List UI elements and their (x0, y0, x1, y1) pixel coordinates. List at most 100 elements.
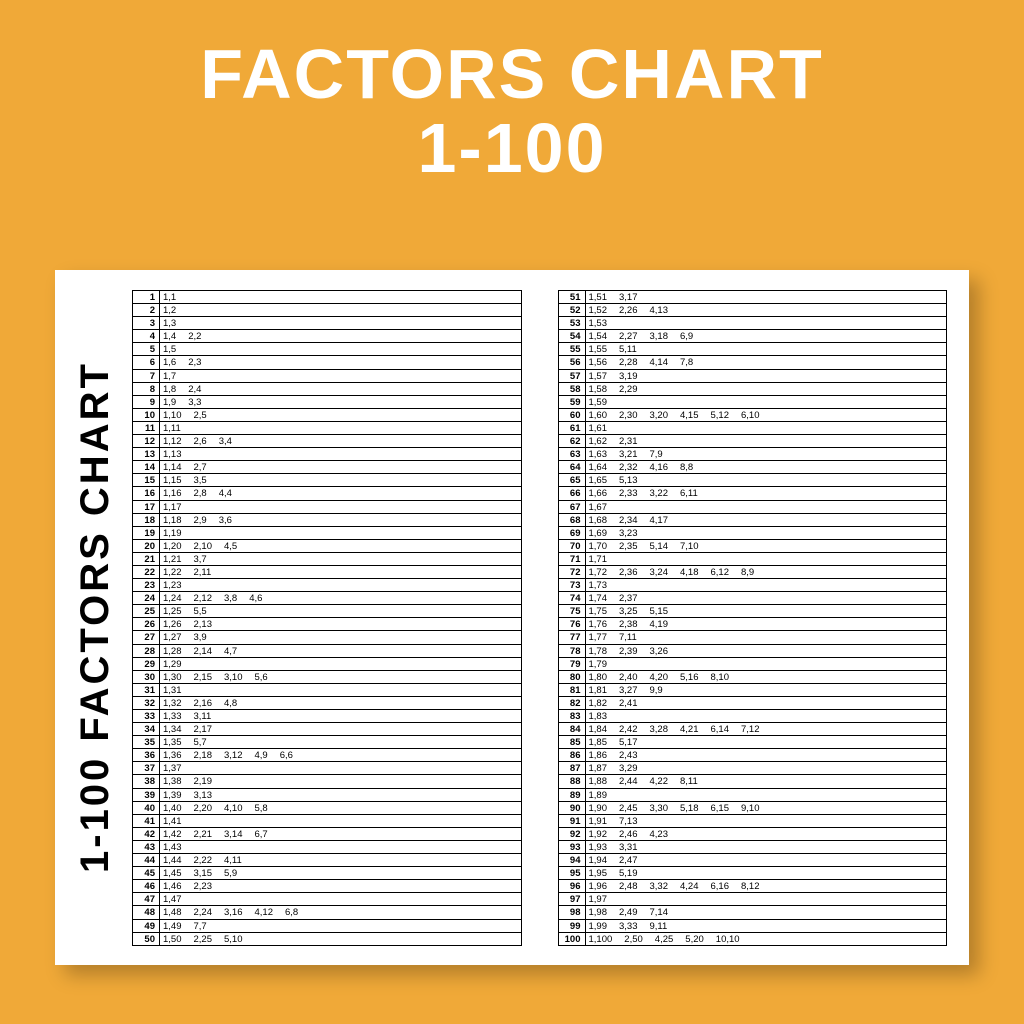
table-row: 101,102,5 (132, 409, 522, 422)
row-number: 82 (558, 697, 586, 709)
row-factors: 1,7 (160, 370, 522, 382)
row-factors: 1,82,4 (160, 383, 522, 395)
row-number: 54 (558, 330, 586, 342)
table-row: 801,802,404,205,168,10 (558, 671, 948, 684)
table-row: 581,582,29 (558, 383, 948, 396)
table-row: 321,322,164,8 (132, 697, 522, 710)
row-number: 4 (132, 330, 160, 342)
table-row: 511,513,17 (558, 291, 948, 304)
row-factors: 1,942,47 (586, 854, 948, 866)
row-factors: 1,17 (160, 501, 522, 513)
row-number: 94 (558, 854, 586, 866)
row-factors: 1,662,333,226,11 (586, 487, 948, 499)
row-number: 56 (558, 356, 586, 368)
row-number: 23 (132, 579, 160, 591)
row-factors: 1,513,17 (586, 291, 948, 303)
row-factors: 1,342,17 (160, 723, 522, 735)
table-row: 561,562,284,147,8 (558, 356, 948, 369)
row-factors: 1,382,19 (160, 775, 522, 787)
row-number: 89 (558, 789, 586, 801)
row-number: 46 (132, 880, 160, 892)
row-number: 64 (558, 461, 586, 473)
row-factors: 1,19 (160, 527, 522, 539)
row-factors: 1,31 (160, 684, 522, 696)
table-row: 531,53 (558, 317, 948, 330)
row-factors: 1,162,84,4 (160, 487, 522, 499)
table-row: 761,762,384,19 (558, 618, 948, 631)
row-number: 83 (558, 710, 586, 722)
table-row: 261,262,13 (132, 618, 522, 631)
row-number: 20 (132, 540, 160, 552)
row-number: 59 (558, 396, 586, 408)
row-factors: 1,61 (586, 422, 948, 434)
row-number: 92 (558, 828, 586, 840)
table-row: 611,61 (558, 422, 948, 435)
row-factors: 1,2 (160, 304, 522, 316)
table-row: 681,682,344,17 (558, 514, 948, 527)
row-factors: 1,242,123,84,6 (160, 592, 522, 604)
table-row: 631,633,217,9 (558, 448, 948, 461)
table-row: 161,162,84,4 (132, 487, 522, 500)
row-number: 22 (132, 566, 160, 578)
table-row: 851,855,17 (558, 736, 948, 749)
table-row: 121,122,63,4 (132, 435, 522, 448)
row-number: 88 (558, 775, 586, 787)
row-factors: 1,29 (160, 658, 522, 670)
table-row: 331,333,11 (132, 710, 522, 723)
row-number: 75 (558, 605, 586, 617)
row-factors: 1,79 (586, 658, 948, 670)
row-number: 60 (558, 409, 586, 421)
table-row: 61,62,3 (132, 356, 522, 369)
row-number: 90 (558, 802, 586, 814)
table-row: 151,153,5 (132, 474, 522, 487)
table-row: 201,202,104,5 (132, 540, 522, 553)
row-factors: 1,962,483,324,246,168,12 (586, 880, 948, 892)
table-row: 971,97 (558, 893, 948, 906)
table-row: 371,37 (132, 762, 522, 775)
row-factors: 1,682,344,17 (586, 514, 948, 526)
row-number: 33 (132, 710, 160, 722)
row-factors: 1,5 (160, 343, 522, 355)
row-factors: 1,777,11 (586, 631, 948, 643)
table-row: 941,942,47 (558, 854, 948, 867)
row-factors: 1,333,11 (160, 710, 522, 722)
table-row: 391,393,13 (132, 789, 522, 802)
row-number: 74 (558, 592, 586, 604)
row-factors: 1,42,2 (160, 330, 522, 342)
table-row: 551,555,11 (558, 343, 948, 356)
row-number: 13 (132, 448, 160, 460)
row-number: 16 (132, 487, 160, 499)
row-number: 29 (132, 658, 160, 670)
row-factors: 1,62,3 (160, 356, 522, 368)
row-number: 76 (558, 618, 586, 630)
side-label: 1-100 FACTORS CHART (69, 290, 122, 945)
row-factors: 1,11 (160, 422, 522, 434)
table-row: 641,642,324,168,8 (558, 461, 948, 474)
table-row: 41,42,2 (132, 330, 522, 343)
table-row: 21,2 (132, 304, 522, 317)
table-row: 741,742,37 (558, 592, 948, 605)
row-number: 14 (132, 461, 160, 473)
row-number: 77 (558, 631, 586, 643)
table-row: 501,502,255,10 (132, 933, 522, 946)
row-factors: 1,13 (160, 448, 522, 460)
row-factors: 1,1 (160, 291, 522, 303)
table-row: 921,922,464,23 (558, 828, 948, 841)
table-row: 781,782,393,26 (558, 645, 948, 658)
row-factors: 1,362,183,124,96,6 (160, 749, 522, 761)
table-row: 221,222,11 (132, 566, 522, 579)
table-row: 571,573,19 (558, 370, 948, 383)
row-factors: 1,822,41 (586, 697, 948, 709)
row-number: 68 (558, 514, 586, 526)
chart-sheet: 1-100 FACTORS CHART 11,121,231,341,42,25… (55, 270, 969, 965)
row-number: 98 (558, 906, 586, 918)
table-row: 691,693,23 (558, 527, 948, 540)
table-row: 701,702,355,147,10 (558, 540, 948, 553)
table-row: 171,17 (132, 501, 522, 514)
row-factors: 1,53 (586, 317, 948, 329)
row-number: 43 (132, 841, 160, 853)
row-factors: 1,562,284,147,8 (586, 356, 948, 368)
row-factors: 1,742,37 (586, 592, 948, 604)
row-factors: 1,453,155,9 (160, 867, 522, 879)
table-row: 821,822,41 (558, 697, 948, 710)
